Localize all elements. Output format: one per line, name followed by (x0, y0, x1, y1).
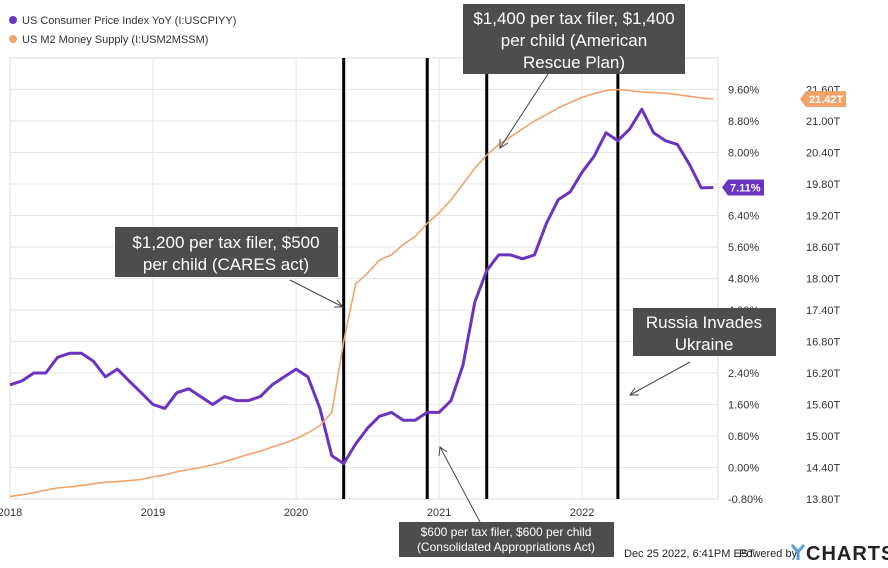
annotation-line: Ukraine (675, 335, 734, 354)
arrow-rescue (499, 73, 549, 149)
y-left-tick-label: 8.80% (728, 116, 759, 128)
y-left-tick-label: 0.00% (728, 463, 759, 475)
m2-series-line (9, 88, 714, 498)
annotation-american-rescue-plan: $1,400 per tax filer, $1,400 per child (… (463, 4, 685, 74)
x-tick-label: 2021 (427, 507, 451, 519)
legend-marker-m2 (9, 35, 17, 43)
y-left-tick-label: 5.60% (728, 242, 759, 254)
arrow-russia (629, 361, 691, 396)
plot-frame (9, 57, 719, 500)
y-right-tick-label: 15.00T (806, 431, 841, 443)
y-left-tick-label: 0.80% (728, 431, 759, 443)
y-left-tick-label: 6.40% (728, 211, 759, 223)
series-lines (9, 88, 714, 498)
footer-powered-by: Powered by (739, 548, 798, 560)
cpi-end-badge (722, 179, 764, 196)
y-right-tick-label: 15.60T (806, 400, 841, 412)
annotation-arrows (289, 73, 691, 523)
annotation-line: $600 per tax filer, $600 per child (421, 525, 592, 539)
annotation-box (633, 308, 776, 356)
arrow-cares (289, 279, 344, 308)
y-left-tick-label: 1.60% (728, 400, 759, 412)
legend-marker-cpi (9, 16, 17, 24)
annotation-box (463, 4, 685, 74)
arrow-head (499, 139, 509, 149)
annotation-line: $1,200 per tax filer, $500 (132, 233, 319, 252)
axis-ticks: -0.80%0.00%0.80%1.60%2.40%3.20%4.00%4.80… (0, 85, 841, 520)
arrow-head (334, 299, 345, 308)
y-right-tick-label: 16.20T (806, 368, 841, 380)
ycharts-logo-icon (790, 544, 806, 560)
y-right-tick-label: 18.60T (806, 242, 841, 254)
y-right-tick-label: 17.40T (806, 305, 841, 317)
y-right-tick-label: 13.80T (806, 494, 841, 506)
y-right-tick-label: 20.40T (806, 148, 841, 160)
event-lines (342, 58, 620, 499)
y-left-tick-label: 4.80% (728, 274, 759, 286)
x-tick-label: 2019 (141, 507, 165, 519)
y-left-tick-label: -0.80% (728, 494, 763, 506)
end-value-badges: 7.11% 21.42T (722, 90, 846, 196)
annotation-consolidated-appropriations: $600 per tax filer, $600 per child (Cons… (399, 522, 614, 557)
annotation-box (115, 227, 338, 277)
y-right-tick-label: 16.80T (806, 337, 841, 349)
annotation-line: Russia Invades (646, 313, 762, 332)
footer-brand: CHARTS (806, 543, 888, 565)
arrow-head (438, 446, 448, 457)
y-left-tick-label: 8.00% (728, 148, 759, 160)
y-right-tick-label: 21.00T (806, 116, 841, 128)
y-left-tick-label: 2.40% (728, 368, 759, 380)
footer-timestamp: Dec 25 2022, 6:41PM EST. (624, 548, 757, 560)
m2-end-value: 21.42T (809, 94, 844, 106)
annotation-cares-act: $1,200 per tax filer, $500 per child (CA… (115, 227, 338, 277)
legend-label-cpi: US Consumer Price Index YoY (I:USCPIYY) (22, 15, 236, 27)
x-tick-label: 2022 (570, 507, 594, 519)
x-tick-label: 2020 (284, 507, 308, 519)
annotation-line: per child (CARES act) (143, 255, 309, 274)
cpi-end-value: 7.11% (730, 183, 761, 195)
annotation-line: $1,400 per tax filer, $1,400 (473, 9, 674, 28)
m2-end-badge (800, 90, 846, 107)
legend: US Consumer Price Index YoY (I:USCPIYY) … (9, 15, 236, 46)
footer: Dec 25 2022, 6:41PM EST. Powered by CHAR… (624, 543, 888, 565)
arrow-consolidated (439, 446, 481, 523)
annotation-line: (Consolidated Appropriations Act) (417, 540, 595, 554)
annotation-russia-invades-ukraine: Russia Invades Ukraine (633, 308, 776, 356)
annotation-box (399, 522, 614, 557)
y-right-tick-label: 19.20T (806, 211, 841, 223)
cpi-series-line (9, 107, 714, 466)
annotation-line: Rescue Plan) (523, 53, 625, 72)
y-right-tick-label: 14.40T (806, 463, 841, 475)
y-left-tick-label: 9.60% (728, 85, 759, 97)
legend-label-m2: US M2 Money Supply (I:USM2MSSM) (22, 34, 208, 46)
arrow-head (629, 387, 639, 396)
y-right-tick-label: 19.80T (806, 179, 841, 191)
x-tick-label: 2018 (0, 507, 22, 519)
y-right-tick-label: 18.00T (806, 274, 841, 286)
annotation-line: per child (American (501, 31, 647, 50)
